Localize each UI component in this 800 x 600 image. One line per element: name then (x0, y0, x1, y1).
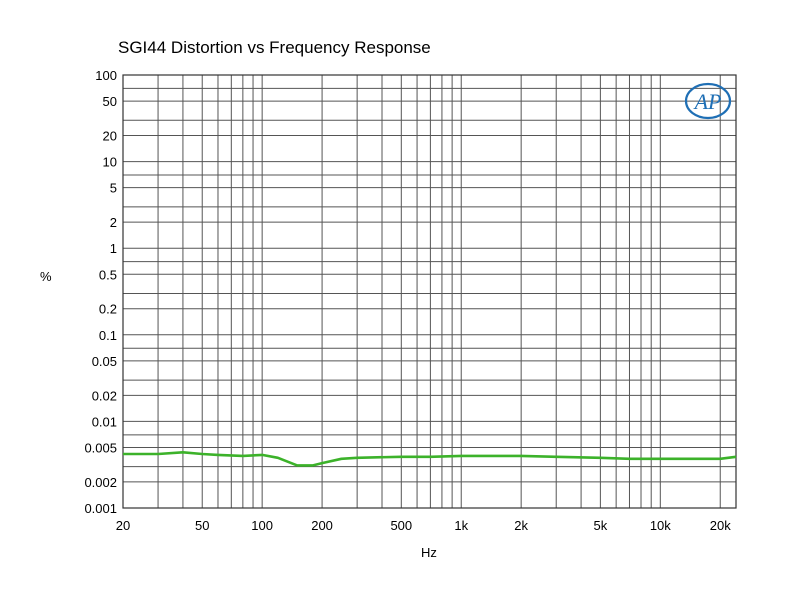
data-point (312, 464, 314, 466)
y-tick-label: 1 (110, 241, 117, 256)
x-tick-labels: 20 50 100 200 500 1k 2k 5k 10k 20k (116, 518, 731, 533)
data-point (400, 456, 402, 458)
data-point (719, 458, 721, 460)
data-point (520, 455, 522, 457)
x-axis-label: Hz (421, 545, 437, 560)
y-tick-label: 0.2 (99, 302, 117, 317)
x-tick-label: 50 (195, 518, 209, 533)
x-tick-label: 5k (594, 518, 608, 533)
x-tick-label: 20k (710, 518, 731, 533)
data-point (735, 456, 737, 458)
y-tick-label: 20 (103, 129, 117, 144)
data-point (599, 457, 601, 459)
ap-logo: AP (684, 82, 732, 120)
y-tick-label: 0.1 (99, 328, 117, 343)
y-tick-label: 0.05 (92, 354, 117, 369)
data-point (217, 454, 219, 456)
y-tick-labels: 100 50 20 10 5 2 1 0.5 0.2 0.1 0.05 0.02 0.01 0.005 0.… (84, 68, 117, 516)
ap-logo-text: AP (693, 89, 722, 114)
y-tick-label: 0.005 (84, 440, 117, 455)
y-axis-label: % (40, 269, 52, 284)
y-tick-label: 10 (103, 155, 117, 170)
data-point (242, 455, 244, 457)
y-tick-label: 50 (103, 94, 117, 109)
data-point (182, 451, 184, 453)
data-point (201, 453, 203, 455)
x-tick-label: 10k (650, 518, 671, 533)
y-tick-label: 0.002 (84, 475, 117, 490)
data-point (157, 453, 159, 455)
data-point (628, 458, 630, 460)
x-tick-label: 100 (251, 518, 273, 533)
data-point (659, 458, 661, 460)
y-tick-label: 5 (110, 181, 117, 196)
data-point (460, 455, 462, 457)
y-tick-label: 2 (110, 215, 117, 230)
y-tick-label: 0.5 (99, 267, 117, 282)
ap-logo-ring (684, 82, 732, 120)
plot-frame (122, 74, 737, 509)
series-line-thd (123, 451, 737, 467)
x-tick-label: 2k (514, 518, 528, 533)
data-point (694, 458, 696, 460)
x-tick-label: 200 (311, 518, 333, 533)
plot-grid (122, 74, 736, 509)
data-point (261, 454, 263, 456)
x-tick-label: 500 (390, 518, 412, 533)
data-point (277, 457, 279, 459)
data-point (296, 464, 298, 466)
y-tick-label: 0.001 (84, 501, 117, 516)
y-tick-label: 0.02 (92, 388, 117, 403)
y-tick-label: 0.01 (92, 414, 117, 429)
data-point (340, 458, 342, 460)
y-tick-label: 100 (95, 68, 117, 83)
data-point (122, 453, 124, 455)
data-point (356, 457, 358, 459)
x-tick-label: 1k (454, 518, 468, 533)
chart-title: SGI44 Distortion vs Frequency Response (118, 38, 431, 57)
data-point (429, 456, 431, 458)
x-tick-label: 20 (116, 518, 130, 533)
data-point (555, 456, 557, 458)
data-point (321, 462, 323, 464)
